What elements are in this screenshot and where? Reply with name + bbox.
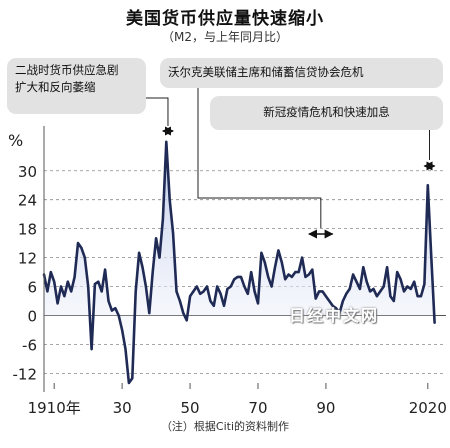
leader-line-ww2 (146, 97, 169, 126)
annotation-ww2-line2: 扩大和反向萎缩 (15, 80, 96, 94)
x-tick-label: 30 (113, 399, 132, 417)
annotation-covid-line1: 新冠疫情危机和快速加息 (263, 105, 390, 119)
y-axis-unit: % (8, 131, 23, 150)
y-tick-label: 6 (27, 279, 37, 297)
x-tick-label: 50 (181, 399, 200, 417)
x-tick-label: 2020 (409, 399, 447, 417)
annotation-volcker: 沃尔克美联储主席和储蓄信贷协会危机 (160, 58, 443, 88)
y-tick-label: 24 (18, 192, 37, 210)
annotation-covid: 新冠疫情危机和快速加息 (210, 96, 443, 130)
chart-title: 美国货币供应量快速缩小 (126, 9, 324, 29)
series-area (44, 141, 435, 383)
x-tick-label: 90 (316, 399, 335, 417)
chart-note: （注）根据Citi的资料制作 (160, 420, 290, 433)
watermark: 日经中文网 (289, 306, 380, 325)
y-tick-label: -12 (13, 365, 38, 383)
y-tick-label: 18 (18, 221, 37, 239)
y-tick-label: 12 (18, 250, 37, 268)
x-tick-label: 70 (248, 399, 267, 417)
leader-line-volcker (197, 88, 322, 228)
annotation-ww2-line1: 二战时货币供应急剧 (15, 63, 119, 77)
y-tick-label: -6 (22, 336, 37, 354)
annotation-volcker-line1: 沃尔克美联储主席和储蓄信贷协会危机 (168, 65, 364, 79)
annotation-ww2: 二战时货币供应急剧 扩大和反向萎缩 (7, 58, 146, 114)
y-tick-label: 0 (27, 307, 37, 325)
chart-subtitle: （M2，与上年同月比） (162, 30, 288, 44)
x-tick-label: 1910年 (28, 399, 81, 417)
y-tick-label: 30 (18, 163, 37, 181)
series-line (42, 140, 436, 385)
